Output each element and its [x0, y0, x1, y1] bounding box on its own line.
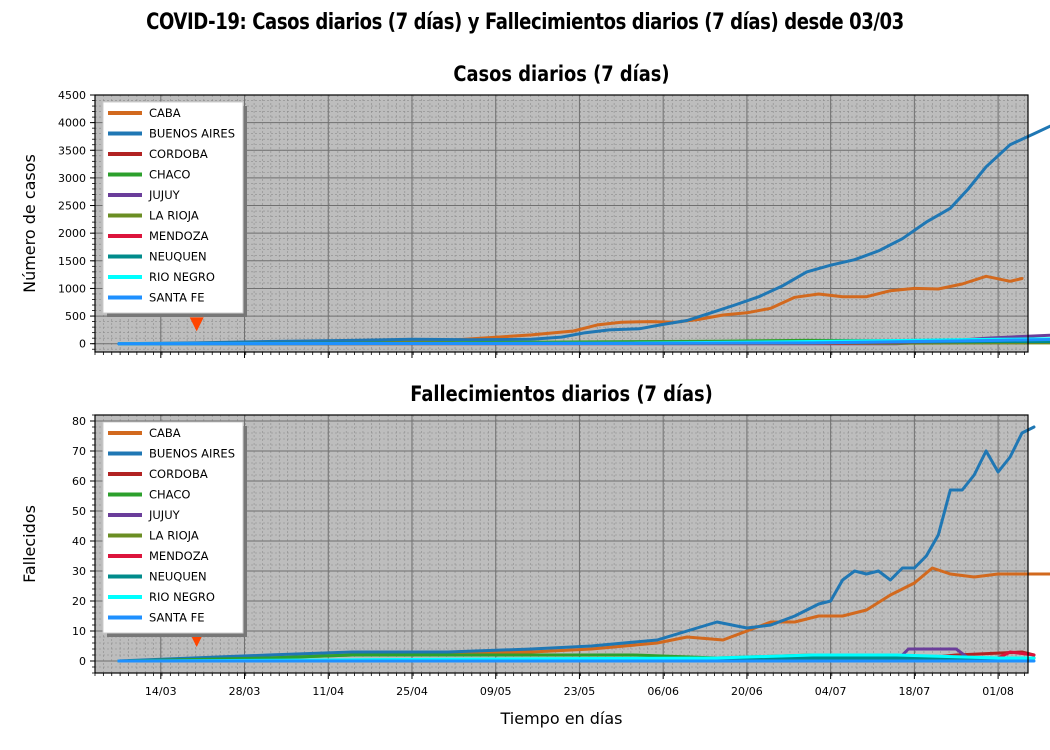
legend-label: SANTA FE — [149, 291, 205, 305]
y-tick-label: 1500 — [58, 255, 86, 268]
legend-label: JUJUY — [148, 508, 181, 522]
legend-label: MENDOZA — [149, 549, 209, 563]
y-tick-label: 50 — [72, 505, 86, 518]
y-tick-label: 3500 — [58, 144, 86, 157]
legend-label: RIO NEGRO — [149, 590, 215, 604]
y-tick-label: 500 — [65, 310, 86, 323]
y-axis-label: Fallecidos — [20, 505, 39, 583]
x-tick-label: 04/07 — [815, 685, 847, 698]
x-tick-label: 28/03 — [229, 685, 261, 698]
plot-area — [95, 95, 1028, 352]
legend-label: CORDOBA — [149, 147, 208, 161]
legend-label: LA RIOJA — [149, 209, 199, 223]
x-tick-label: 25/04 — [396, 685, 428, 698]
x-tick-label: 23/05 — [564, 685, 596, 698]
series-line-santa-fe — [117, 337, 1050, 346]
y-tick-label: 4500 — [58, 89, 86, 102]
y-tick-label: 2500 — [58, 200, 86, 213]
x-tick-label: 01/08 — [982, 685, 1014, 698]
y-tick-label: 30 — [72, 565, 86, 578]
legend-label: NEUQUEN — [149, 250, 207, 264]
panel-2: 0 10 20 30 40 50 60 70 80 14/03 28/03 11/04 25/04 09/… — [20, 382, 1050, 698]
legend-label: CABA — [149, 426, 181, 440]
figure-title: COVID-19: Casos diarios (7 días) y Falle… — [146, 10, 904, 35]
legend-label: CHACO — [149, 168, 190, 182]
legend-label: CHACO — [149, 488, 190, 502]
legend-label: SANTA FE — [149, 611, 205, 625]
y-tick-label: 0 — [79, 338, 86, 351]
y-axis-label: Número de casos — [20, 154, 39, 293]
legend-label: BUENOS AIRES — [149, 127, 235, 141]
y-tick-label: 60 — [72, 475, 86, 488]
panel-title: Fallecimientos diarios (7 días) — [410, 382, 713, 407]
y-tick-label: 3000 — [58, 172, 86, 185]
panel-title: Casos diarios (7 días) — [453, 62, 669, 87]
y-tick-label: 40 — [72, 535, 86, 548]
legend-label: CORDOBA — [149, 467, 208, 481]
y-tick-label: 20 — [72, 595, 86, 608]
x-tick-label: 09/05 — [480, 685, 512, 698]
plot-frame — [94, 94, 1029, 353]
legend-label: NEUQUEN — [149, 570, 207, 584]
legend-label: CABA — [149, 106, 181, 120]
x-tick-label: 11/04 — [312, 685, 344, 698]
y-tick-label: 4000 — [58, 117, 86, 130]
x-tick-label: 06/06 — [647, 685, 679, 698]
series-line-buenos-aires — [117, 425, 1036, 663]
legend-label: LA RIOJA — [149, 529, 199, 543]
series-line-caba — [117, 566, 1050, 663]
y-tick-label: 0 — [79, 655, 86, 668]
plot-frame — [94, 414, 1029, 674]
panel-1: 0 500 1000 1500 2000 2500 3000 3500 4000 4500 Caso… — [20, 62, 1050, 358]
legend-label: MENDOZA — [149, 229, 209, 243]
series-line-buenos-aires — [117, 124, 1050, 346]
legend-label: JUJUY — [148, 188, 181, 202]
y-tick-label: 1000 — [58, 282, 86, 295]
legend-label: BUENOS AIRES — [149, 447, 235, 461]
event-marker — [189, 317, 204, 332]
y-tick-label: 80 — [72, 415, 86, 428]
x-tick-label: 18/07 — [899, 685, 931, 698]
y-tick-label: 2000 — [58, 227, 86, 240]
x-axis-label: Tiempo en días — [500, 709, 623, 728]
x-tick-label: 20/06 — [731, 685, 763, 698]
y-tick-label: 10 — [72, 625, 86, 638]
y-tick-label: 70 — [72, 445, 86, 458]
legend-label: RIO NEGRO — [149, 270, 215, 284]
series-line-rio-negro — [117, 653, 1036, 663]
x-tick-label: 14/03 — [145, 685, 177, 698]
plot-area — [95, 415, 1028, 673]
